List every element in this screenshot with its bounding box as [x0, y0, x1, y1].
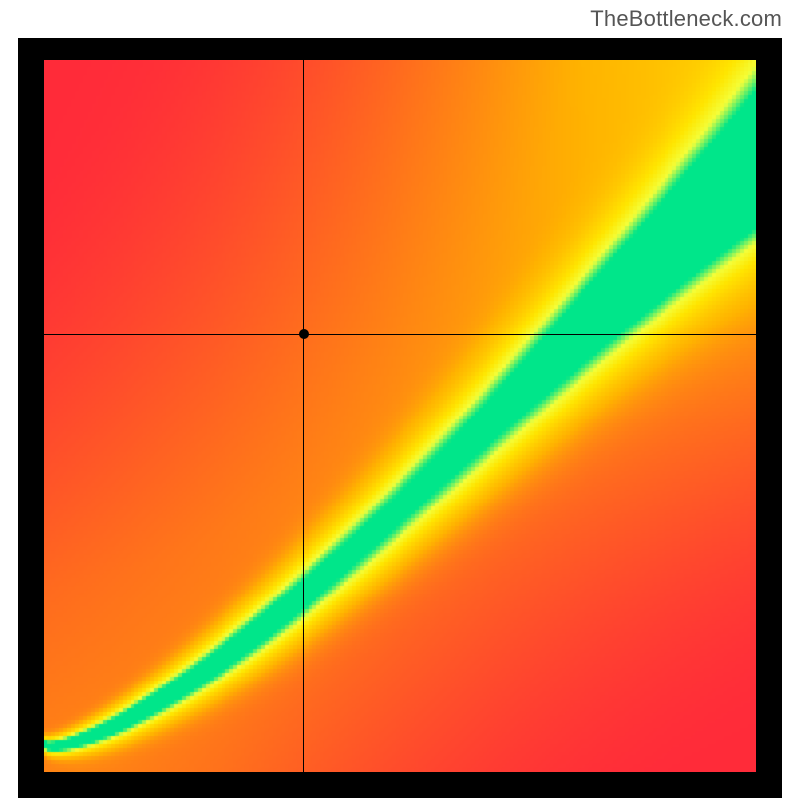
- crosshair-vertical: [303, 60, 304, 772]
- crosshair-horizontal: [44, 334, 756, 335]
- heatmap-canvas: [44, 60, 756, 772]
- crosshair-marker: [299, 329, 309, 339]
- chart-container: TheBottleneck.com: [0, 0, 800, 800]
- watermark-text: TheBottleneck.com: [590, 6, 782, 32]
